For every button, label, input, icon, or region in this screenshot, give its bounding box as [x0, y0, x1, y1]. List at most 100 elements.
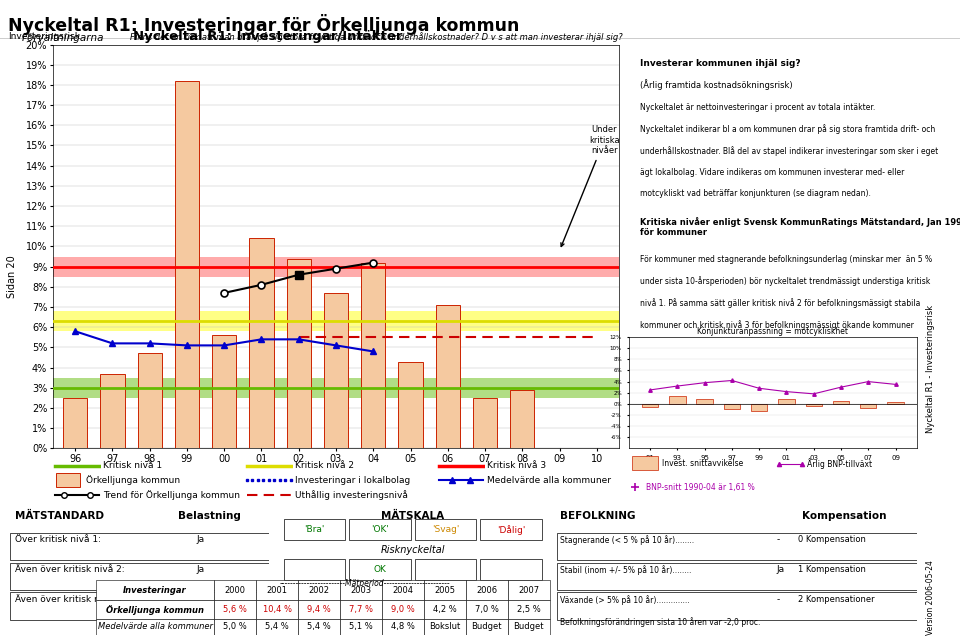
Bar — [361, 263, 385, 448]
Bar — [424, 600, 466, 619]
Text: Kompensation: Kompensation — [802, 511, 886, 521]
Bar — [340, 580, 382, 600]
Bar — [299, 600, 340, 619]
Text: 1 Kompensation: 1 Kompensation — [798, 565, 866, 574]
Text: 5,6 %: 5,6 % — [224, 605, 247, 614]
Bar — [415, 559, 476, 580]
Bar — [436, 305, 460, 448]
Bar — [669, 396, 685, 404]
Bar — [299, 619, 340, 635]
Bar — [256, 619, 299, 635]
Text: -: - — [777, 595, 780, 604]
Text: 2001: 2001 — [267, 586, 288, 595]
Bar — [137, 354, 162, 448]
Text: Investeringar: Investeringar — [123, 586, 187, 595]
Text: (växer mer än 5 % sista 10-årsperioden).: (växer mer än 5 % sista 10-årsperioden). — [640, 342, 798, 351]
Text: Även över kritisk nivå 3:: Även över kritisk nivå 3: — [14, 595, 125, 604]
Bar — [508, 619, 550, 635]
Text: Örkelljunga kommun: Örkelljunga kommun — [86, 475, 180, 485]
Text: För kommuner med stagnerande befolkningsunderlag (minskar mer  än 5 %: För kommuner med stagnerande befolknings… — [640, 254, 932, 263]
Bar — [250, 238, 274, 448]
Text: Örkelljunga kommun: Örkelljunga kommun — [107, 605, 204, 614]
Bar — [53, 256, 619, 277]
Bar — [632, 457, 658, 470]
Text: Medelvärde alla kommuner: Medelvärde alla kommuner — [98, 622, 212, 631]
Text: BEFOLKNING: BEFOLKNING — [561, 511, 636, 521]
Text: Ja: Ja — [196, 536, 204, 544]
Bar — [508, 580, 550, 600]
Text: -: - — [777, 536, 780, 544]
Text: Under
kritiska
nivåer: Under kritiska nivåer — [561, 125, 619, 247]
Text: Kritisk nivå 3: Kritisk nivå 3 — [487, 461, 546, 470]
Text: Investeringar i lokalbolag: Investeringar i lokalbolag — [295, 476, 410, 485]
Text: MÄTSKALA: MÄTSKALA — [381, 511, 444, 521]
Text: nivå 1. På samma sätt gäller kritisk nivå 2 för befolkningsmässigt stabila: nivå 1. På samma sätt gäller kritisk niv… — [640, 298, 921, 308]
Text: Över kritisk nivå 1:: Över kritisk nivå 1: — [14, 536, 101, 544]
Text: 5,1 %: 5,1 % — [349, 622, 372, 631]
Bar — [480, 559, 541, 580]
Text: 5,4 %: 5,4 % — [307, 622, 331, 631]
Text: Nyckeltalet indikerar bl a om kommunen drar på sig stora framtida drift- och: Nyckeltalet indikerar bl a om kommunen d… — [640, 125, 936, 134]
Text: Risknyckeltal: Risknyckeltal — [380, 545, 445, 555]
Bar — [805, 404, 822, 406]
Text: 'OK': 'OK' — [372, 525, 389, 534]
Bar — [860, 404, 876, 408]
Bar — [256, 580, 299, 600]
Text: Sidan 20: Sidan 20 — [7, 255, 16, 298]
Text: kommuner och kritisk nivå 3 för befolkningsmässigt ökande kommuner: kommuner och kritisk nivå 3 för befolkni… — [640, 320, 914, 329]
Text: 2,5 %: 2,5 % — [516, 605, 540, 614]
Bar — [382, 600, 424, 619]
Bar — [212, 335, 236, 448]
Text: 2006: 2006 — [476, 586, 497, 595]
Text: ägt lokalbolag. Vidare indikeras om kommunen investerar med- eller: ägt lokalbolag. Vidare indikeras om komm… — [640, 168, 904, 177]
Bar — [96, 600, 214, 619]
Text: Nyckeltalet är nettoinvesteringar i procent av totala intäkter.: Nyckeltalet är nettoinvesteringar i proc… — [640, 102, 876, 112]
Bar — [284, 559, 346, 580]
Bar — [349, 519, 411, 541]
Text: Nyckeltal R1: Investeringar för Örkelljunga kommun: Nyckeltal R1: Investeringar för Örkellju… — [8, 14, 519, 35]
Text: 2005: 2005 — [435, 586, 455, 595]
Bar — [214, 580, 256, 600]
Text: 0 Kompensation: 0 Kompensation — [798, 536, 866, 544]
Bar — [53, 311, 619, 331]
Bar — [340, 600, 382, 619]
Bar — [10, 563, 269, 590]
Bar — [100, 374, 125, 448]
Text: Investerar kommunen ihjäl sig?: Investerar kommunen ihjäl sig? — [640, 59, 801, 68]
Bar — [779, 399, 795, 404]
Bar — [382, 619, 424, 635]
Text: 5,4 %: 5,4 % — [265, 622, 289, 631]
Title: Konjunkturanpassning = motcykliskhet: Konjunkturanpassning = motcykliskhet — [697, 328, 849, 336]
Bar — [508, 600, 550, 619]
Bar — [284, 519, 346, 541]
Bar — [53, 378, 619, 398]
Bar — [398, 361, 422, 448]
Bar — [214, 619, 256, 635]
Text: Ja: Ja — [196, 565, 204, 574]
Bar — [466, 600, 508, 619]
Text: 2003: 2003 — [350, 586, 372, 595]
Text: 2000: 2000 — [225, 586, 246, 595]
Bar — [56, 473, 81, 487]
Text: underhållskostnader. Blå del av stapel indikerar investeringar som sker i eget: underhållskostnader. Blå del av stapel i… — [640, 146, 939, 156]
Bar — [340, 619, 382, 635]
Text: under sista 10-årsperioden) bör nyckeltalet trendmässigt understiga kritisk: under sista 10-årsperioden) bör nyckelta… — [640, 276, 930, 286]
Text: 7,7 %: 7,7 % — [349, 605, 373, 614]
Text: OK: OK — [373, 565, 387, 574]
Text: Befolkningsförändringen sista 10 åren var -2,0 proc.: Befolkningsförändringen sista 10 åren va… — [561, 617, 760, 627]
Text: Investeringsrisk: Investeringsrisk — [8, 32, 80, 41]
Text: Bokslut: Bokslut — [429, 622, 461, 631]
Text: Stagnerande (< 5 % på 10 år)........: Stagnerande (< 5 % på 10 år)........ — [561, 536, 694, 545]
Bar — [287, 259, 311, 448]
Text: BNP-snitt 1990-04 är 1,61 %: BNP-snitt 1990-04 är 1,61 % — [646, 483, 755, 492]
Text: Även över kritisk nivå 2:: Även över kritisk nivå 2: — [14, 565, 125, 574]
Bar — [256, 600, 299, 619]
Bar — [466, 580, 508, 600]
Text: 7,0 %: 7,0 % — [475, 605, 499, 614]
Text: Kritisk nivå 1: Kritisk nivå 1 — [103, 461, 162, 470]
Text: Invest. snittavvikelse: Invest. snittavvikelse — [662, 459, 743, 468]
Bar — [557, 533, 917, 560]
Text: Finns det en risk att man drar på sig stora framtida drift- och underhållskostna: Finns det en risk att man drar på sig st… — [130, 32, 622, 42]
Bar — [299, 580, 340, 600]
Bar — [382, 580, 424, 600]
